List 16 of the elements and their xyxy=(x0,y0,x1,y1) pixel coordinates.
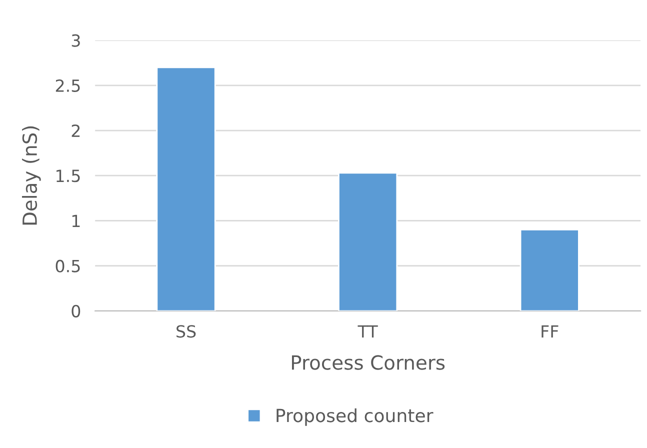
x-tick-label: TT xyxy=(358,325,378,338)
y-tick-label: 0.5 xyxy=(56,260,80,272)
x-tick-label: SS xyxy=(176,325,196,338)
y-tick-label: 3 xyxy=(72,34,80,47)
y-tick-label: 1 xyxy=(72,214,80,228)
y-tick-label: 0 xyxy=(72,304,80,318)
bar xyxy=(338,172,398,311)
y-tick-label: 2.5 xyxy=(56,79,80,92)
x-axis-title: Process Corners xyxy=(292,355,445,370)
y-tick-label: 1.5 xyxy=(56,170,80,182)
x-tick-label: FF xyxy=(542,325,558,338)
y-tick-label: 2 xyxy=(72,124,80,137)
bar xyxy=(520,229,580,311)
bar xyxy=(156,66,216,311)
legend-label: Proposed counter xyxy=(276,408,434,426)
y-axis-title: Delay (nS) xyxy=(22,126,41,225)
